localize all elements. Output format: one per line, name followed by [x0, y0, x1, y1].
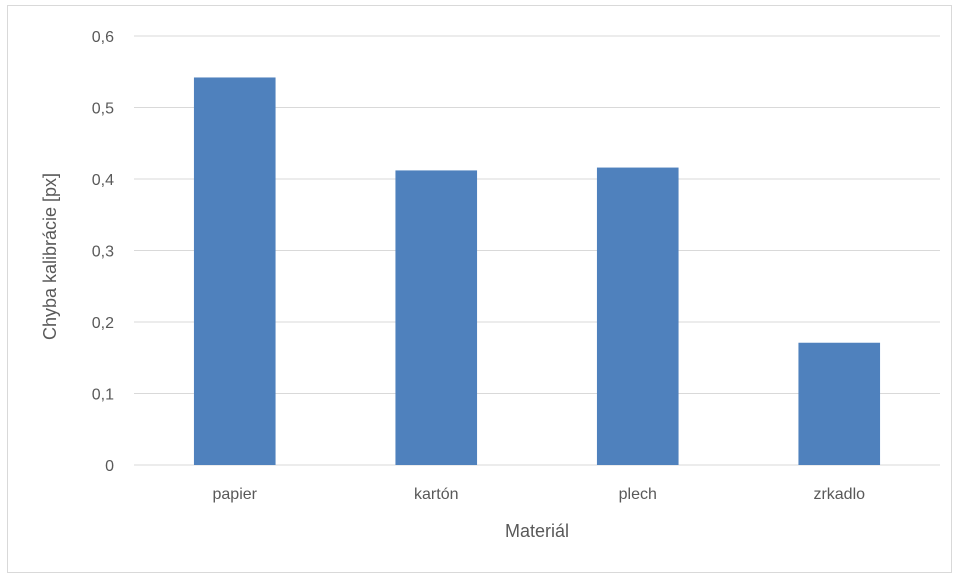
bar-chart: 0 0,1 0,2 0,3 0,4 0,5 0,6 papier kartón plech zrk…	[40, 29, 940, 541]
y-tick-label: 0	[105, 458, 114, 475]
y-tick-label: 0,5	[92, 101, 114, 118]
chart-area: 0 0,1 0,2 0,3 0,4 0,5 0,6 papier kartón plech zrk…	[7, 5, 952, 573]
y-tick-label: 0,1	[92, 387, 114, 404]
bar-papier	[193, 77, 276, 465]
y-axis-ticks: 0 0,1 0,2 0,3 0,4 0,5 0,6	[92, 29, 114, 475]
x-tick-label: kartón	[414, 486, 458, 503]
bar-kartón	[395, 170, 478, 466]
bars	[193, 77, 881, 466]
y-axis-title: Chyba kalibrácie [px]	[40, 173, 60, 340]
x-axis-title: Materiál	[505, 521, 569, 541]
x-tick-label: papier	[213, 486, 258, 503]
y-tick-label: 0,3	[92, 244, 114, 261]
bar-zrkadlo	[798, 342, 881, 465]
bar-plech	[596, 167, 679, 465]
x-tick-label: plech	[619, 486, 657, 503]
y-tick-label: 0,6	[92, 29, 114, 46]
y-tick-label: 0,2	[92, 315, 114, 332]
x-tick-label: zrkadlo	[813, 486, 865, 503]
y-tick-label: 0,4	[92, 172, 114, 189]
x-axis-ticks: papier kartón plech zrkadlo	[213, 486, 866, 503]
